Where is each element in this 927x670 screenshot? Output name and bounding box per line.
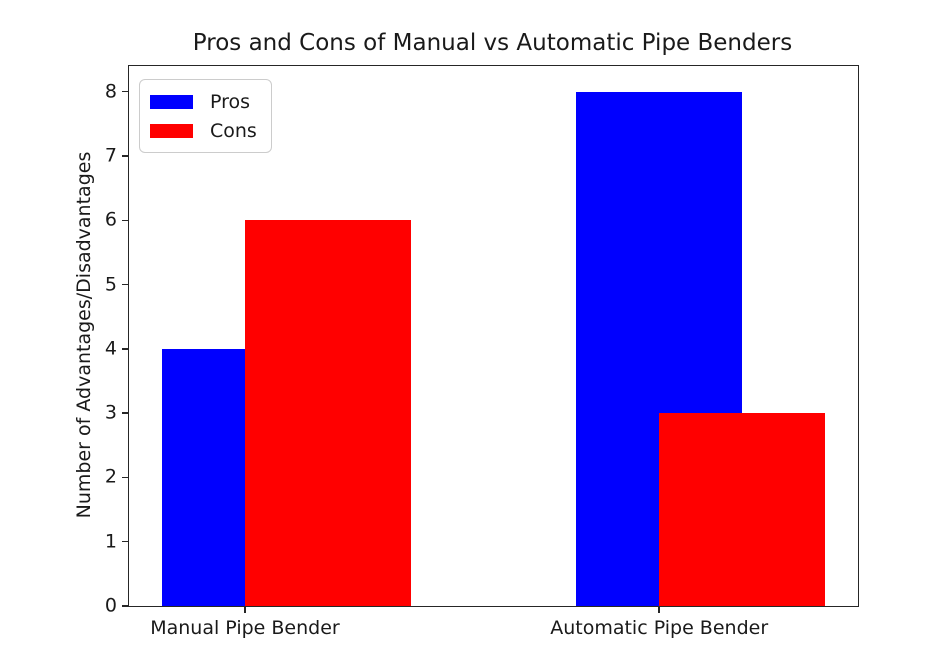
y-tick-mark-6 [122,219,129,222]
y-tick-mark-3 [122,412,129,414]
y-tick-label-2: 2 [104,465,117,488]
x-tick-label-0: Manual Pipe Bender [150,617,340,639]
y-tick-mark-1 [122,540,129,543]
y-tick-mark-2 [122,476,129,479]
y-tick-label-0: 0 [104,594,117,617]
x-tick-label-1: Automatic Pipe Bender [550,617,769,639]
legend-entry-pros: Pros [150,87,257,116]
y-tick-mark-4 [122,348,129,350]
legend: Pros Cons [139,79,272,153]
chart-title: Pros and Cons of Manual vs Automatic Pip… [192,30,793,56]
y-tick-label-5: 5 [104,273,117,296]
y-axis-label: Number of Advantages/Disadvantages [73,151,95,519]
y-tick-label-1: 1 [104,530,117,553]
y-tick-mark-8 [122,90,129,93]
y-tick-label-6: 6 [104,208,117,231]
bars-layer [129,66,858,606]
y-tick-label-8: 8 [104,80,117,103]
y-tick-label-4: 4 [104,337,117,360]
cons-color-swatch [150,123,193,138]
bar-cons-0 [244,220,411,606]
legend-label-pros: Pros [210,90,251,113]
legend-entry-cons: Cons [150,116,257,145]
y-tick-mark-0 [122,605,129,607]
y-tick-mark-7 [122,155,129,157]
pros-color-swatch [150,94,193,109]
y-tick-label-3: 3 [104,401,117,424]
y-tick-label-7: 7 [104,144,117,167]
legend-label-cons: Cons [210,119,257,142]
y-tick-mark-5 [122,283,129,286]
plot-area: 0 1 2 3 4 5 6 7 8 Manual Pipe Bender Automatic Pi… [105,65,859,639]
x-tick-mark-0 [244,606,246,613]
bar-cons-1 [659,413,825,606]
x-tick-mark-1 [658,606,660,613]
